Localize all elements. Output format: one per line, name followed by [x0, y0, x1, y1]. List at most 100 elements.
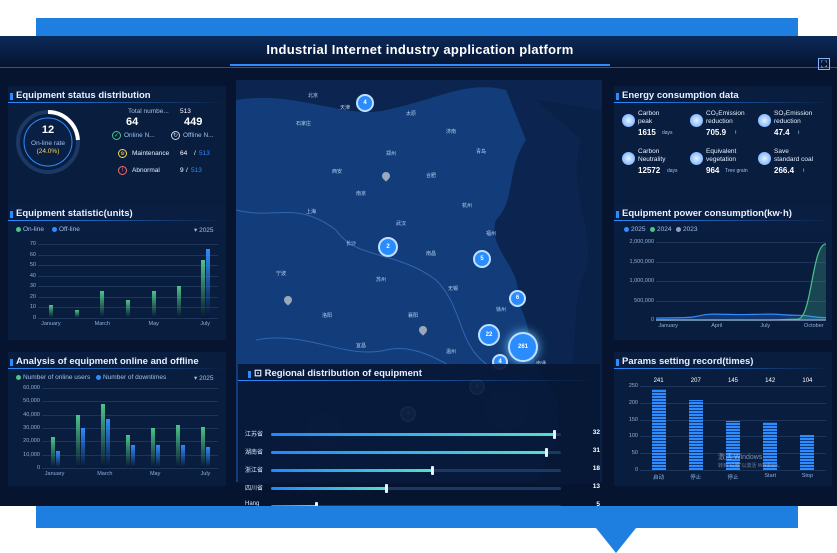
offline-icon: ↻ [171, 131, 180, 140]
region-label: Hang [245, 501, 260, 506]
energy-label: Carbon [638, 148, 660, 155]
chart-bar [177, 286, 182, 318]
map-city-label: 洛阳 [322, 313, 333, 319]
carbon-neutral-icon [622, 152, 635, 165]
grid-line [640, 419, 826, 421]
energy-value: 266.4 [774, 166, 795, 175]
stat-title: Equipment statistic(units) [10, 208, 133, 219]
region-bar-knob [553, 430, 557, 439]
gauge-label: On-line rate [31, 140, 65, 147]
stat-chart: 0 10 20 30 40 50 60 70 January March May July [8, 204, 226, 340]
x-tick-label: 启动 [653, 475, 665, 481]
energy-item: Save standard coal 266.4 t [758, 148, 824, 184]
maintenance-label: Maintenance [132, 150, 170, 157]
y-tick-label: 60,000 [23, 385, 40, 391]
map-city-label: 石家庄 [296, 121, 312, 127]
map-city-label: 青岛 [476, 149, 487, 155]
y-tick-label: 20,000 [23, 438, 40, 445]
x-tick-label: July [200, 321, 211, 327]
map-cluster[interactable]: 261 [508, 332, 538, 362]
grid-line [42, 388, 218, 389]
activation-watermark-text: 转到“设置”以激活 Windows。 [718, 463, 784, 469]
y-tick-label: 200 [628, 399, 638, 406]
energy-item: SO₂Emission reduction 47.4 t [758, 110, 824, 146]
region-title: ⊡ Regional distribution of equipment [248, 368, 422, 379]
region-row: 浙江省 18 [245, 464, 600, 476]
region-value: 18 [592, 465, 600, 472]
map-city-label: 襄阳 [408, 313, 419, 319]
map-city-label: 宜昌 [356, 343, 367, 349]
power-legend-2023: 2023 [676, 226, 697, 233]
y-tick-label: 0 [650, 317, 654, 323]
stat-panel: Equipment statistic(units) On-line Off-l… [8, 204, 226, 340]
vegetation-icon [690, 152, 703, 165]
power-title: Equipment power consumption(kw·h) [616, 208, 792, 219]
grid-line [42, 454, 218, 456]
map-city-label: 徐州 [496, 307, 507, 313]
y-tick-label: 30 [29, 283, 36, 290]
chart-bar [75, 414, 80, 468]
x-tick-label: January [41, 321, 61, 327]
map-city-label: 北京 [308, 93, 319, 99]
y-tick-label: 100 [628, 433, 638, 440]
energy-item: CO₂Emission reduction 705.9 t [690, 110, 756, 146]
chart-bar [50, 437, 55, 468]
expand-icon[interactable]: ⛶ [818, 58, 830, 70]
abnormal-total: 513 [191, 167, 202, 174]
x-tick-label: January [658, 323, 678, 329]
energy-item: Carbon Neutrality 12572 days [622, 148, 688, 184]
map-city-label: 郑州 [386, 151, 397, 157]
map-city-label: 合肥 [426, 173, 437, 179]
chart-bar [131, 445, 135, 468]
x-tick-label: 停止 [690, 475, 702, 481]
map-cluster[interactable]: 5 [473, 250, 491, 268]
frame-bottom-band [36, 504, 798, 528]
power-legend-2025: 2025 [624, 226, 645, 233]
energy-unit: t [735, 130, 737, 136]
analysis-title: Analysis of equipment online and offline [10, 356, 199, 367]
status-panel: Equipment status distribution 12 On-line… [8, 86, 226, 234]
energy-value: 12572 [638, 166, 661, 175]
grid-line [38, 286, 218, 288]
y-tick-label: 2,000,000 [629, 239, 654, 245]
y-tick-label: 500,000 [634, 297, 654, 304]
abnormal-label: Abnormal [132, 167, 160, 174]
so2-icon [758, 114, 771, 127]
energy-item: Equivalent vegetation 964 Tree grain [690, 148, 756, 184]
region-row: 四川省 13 [245, 482, 600, 494]
region-row: Hang 5 [245, 500, 600, 506]
total-value: 513 [180, 108, 191, 115]
map-city-label: 西安 [332, 169, 343, 175]
grid-line [656, 242, 826, 243]
energy-title: Energy consumption data [616, 90, 739, 101]
region-bar-fill [271, 451, 547, 454]
analysis-year-select[interactable]: ▾ 2025 [194, 375, 214, 382]
region-bar-knob [315, 502, 319, 506]
power-legend-2024: 2024 [650, 226, 671, 233]
map-cluster[interactable]: 6 [509, 290, 526, 307]
grid-line [38, 275, 218, 277]
region-bar-fill [271, 469, 434, 472]
map-city-label: 福州 [486, 231, 497, 237]
chart-bar [151, 290, 156, 318]
stat-year-select[interactable]: ▾ 2025 [194, 227, 214, 234]
analysis-legend-downtime: Number of downtimes [96, 374, 166, 381]
x-tick-label: May [149, 471, 161, 477]
chart-bar [688, 400, 703, 470]
energy-unit: t [803, 168, 805, 174]
map-cluster[interactable]: 4 [356, 94, 374, 112]
region-label: 江苏省 [245, 432, 264, 438]
grid-line [38, 296, 218, 298]
y-tick-label: 250 [628, 383, 638, 389]
frame-pointer [596, 528, 636, 553]
region-label: 湖南省 [245, 450, 264, 456]
chart-bar [206, 446, 211, 468]
map-city-label: 苏州 [376, 277, 387, 283]
grid-line [640, 386, 826, 387]
energy-label: SO₂Emission [774, 110, 813, 117]
energy-label: peak [638, 118, 653, 125]
map-cluster[interactable]: 22 [478, 324, 500, 346]
map-cluster[interactable]: 2 [378, 237, 398, 257]
chart-bar [206, 249, 211, 318]
chart-bar [126, 300, 130, 318]
